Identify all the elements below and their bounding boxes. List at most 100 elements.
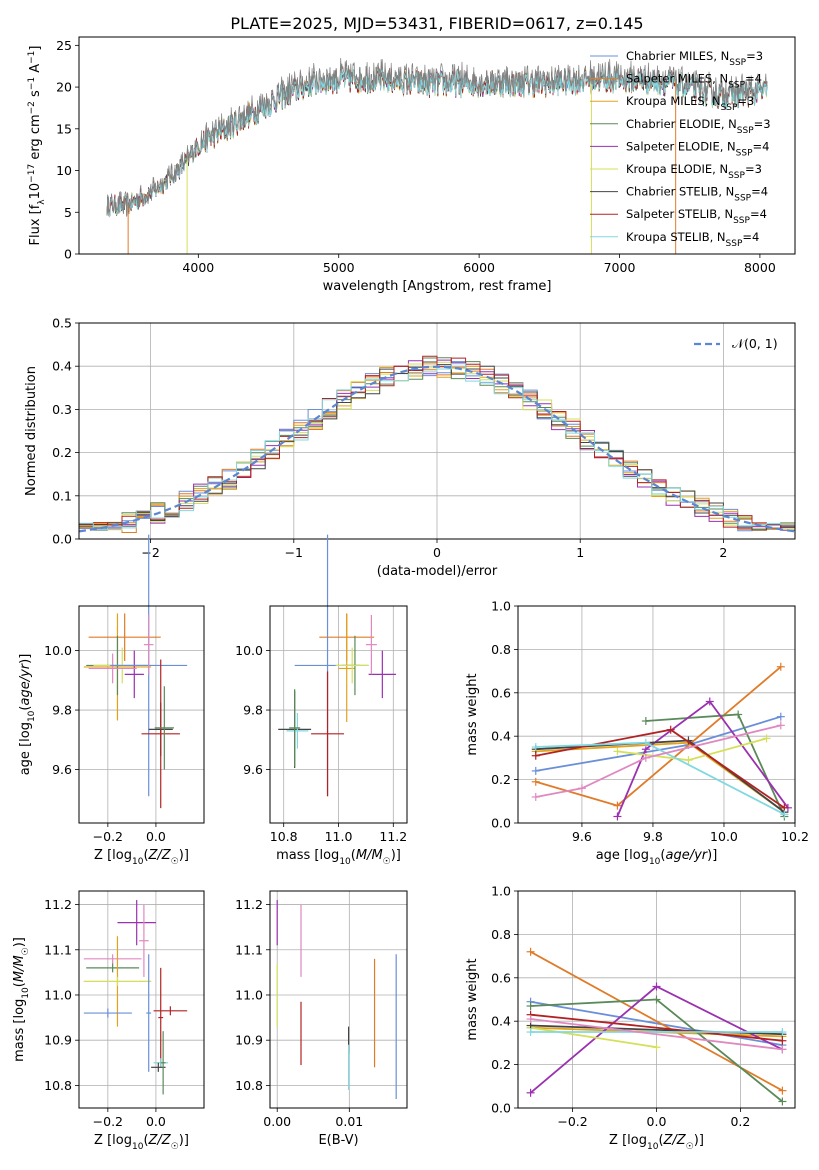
grid-lines [79,891,204,1108]
x-axis-label-part: )] [179,1133,189,1148]
y-tick-label: 0.8 [491,927,511,942]
x-tick-label: −0.2 [93,829,123,844]
legend-text: Salpeter STELIB, N [626,207,733,221]
legend-text: Chabrier MILES, N [626,49,729,63]
axes-frame [78,890,205,1109]
legend-suffix: =4 [753,139,770,153]
axes-frame [78,605,205,824]
x-axis-label-part: ( [660,848,665,863]
x-tick-label: 11.2 [379,829,407,844]
x-axis-label: age [log10(age/yr)] [596,848,718,867]
legend-subscript: SSP [736,148,753,158]
axes-frame [78,322,796,540]
figure-title: PLATE=2025, MJD=53431, FIBERID=0617, z=0… [230,14,643,33]
weight-line-chabrier-miles [530,1000,783,1046]
y-tick-label: 1.0 [491,599,511,614]
y-tick-label: 10.9 [44,1033,72,1048]
y-axis-label-part: 10 [28,183,43,200]
legend-text: Kroupa ELODIE, N [626,162,728,176]
y-axis-label-part: ☉ [21,947,31,955]
y-axis-label: Flux [fλ10−17 erg cm−2 s−1 A−1] [27,46,47,246]
legend-entry: Kroupa ELODIE, NSSP=3 [626,162,762,181]
x-tick-label: 10.0 [710,829,738,844]
x-axis-label-part: ( [143,848,148,863]
y-axis-label-part: A [28,64,43,77]
y-axis-label: mass [log10(M/M☉)] [12,937,31,1062]
histograms [79,355,795,533]
legend-suffix: =3 [746,49,763,63]
histogram-salpeter-stelib [79,355,795,529]
x-tick-label: −0.2 [93,1114,123,1129]
age-vs-mass-panel: 10.8 11.0 11.2 9.6 9.8 10.0 mass [log10(M/M☉)] [235,534,408,867]
y-tick-label: 10.9 [235,1033,263,1048]
axes-frame [517,890,796,1109]
legend-suffix: =4 [742,230,759,244]
x-axis-label-part: 10 [132,1142,144,1152]
x-axis-label-part: 10 [649,857,661,867]
x-tick-label: 0.0 [146,829,166,844]
x-tick-label: 0 [433,545,441,560]
y-tick-label: 15 [56,121,72,136]
legend-entry: Salpeter MILES, NSSP=4 [626,72,762,91]
legend-subscript: SSP [728,81,745,91]
y-tick-label: 10.8 [235,1078,263,1093]
legend-subscript: SSP [729,58,746,68]
y-axis-label-part: Normed distribution [24,366,39,496]
y-axis-label: mass weight [465,958,480,1040]
x-axis-label-part: Z [log [94,1133,132,1148]
x-axis-label: (data-model)/error [377,564,498,579]
x-axis-label-part: 10 [132,857,144,867]
y-tick-label: 10.0 [235,643,263,658]
y-tick-label: 5 [64,205,72,220]
x-tick-label: 7000 [604,260,636,275]
error-bars [276,900,397,1099]
x-tick-label: 8000 [744,260,776,275]
weight-lines [531,662,792,821]
y-axis-label: age [log10(age/yr)] [18,654,37,776]
x-axis-label-part: wavelength [Angstrom, rest frame] [323,279,552,294]
y-tick-label: 9.8 [243,703,263,718]
y-tick-label: 1.0 [491,884,511,899]
x-axis-label-part: mass [log [276,848,339,863]
x-tick-label: 6000 [463,260,495,275]
x-tick-label: 1 [576,545,584,560]
x-axis-label-part: 10 [339,857,351,867]
y-tick-label: 25 [56,38,72,53]
y-axis-label-part: )] [12,937,27,947]
y-tick-label: 9.6 [52,762,72,777]
legend-text: Kroupa MILES, N [626,94,721,108]
y-tick-label: 0.2 [491,772,511,787]
legend-subscript: SSP [733,216,750,226]
y-axis-label-part: −17 [27,164,37,183]
x-axis-label-part: ☉ [171,857,179,867]
x-tick-label: −0.2 [557,1114,587,1129]
y-tick-label: 10 [56,163,72,178]
x-axis-label: E(B-V) [318,1133,358,1148]
legend-subscript: SSP [728,171,745,181]
x-tick-label: 10.2 [781,829,809,844]
y-tick-label: 11.1 [44,942,72,957]
y-axis-label-part: ( [12,982,27,987]
y-axis-label: mass weight [465,673,480,755]
y-axis-label-part: ( [18,706,33,711]
legend-entry: Kroupa MILES, NSSP=3 [626,94,754,113]
observed-spectrum [106,57,768,217]
x-axis-label: wavelength [Angstrom, rest frame] [323,279,552,294]
weight-line-salpeter-stelib [530,1013,783,1042]
spectrum-lines [106,57,768,254]
y-axis-label-part: erg cm [28,114,43,163]
y-tick-label: 11.0 [235,987,263,1002]
y-tick-label: 11.0 [44,987,72,1002]
x-axis-label-part: Z/Z [148,848,172,863]
y-axis-label-part: mass weight [465,673,480,755]
weight-line-pink [535,724,782,798]
x-tick-label: 0.01 [335,1114,363,1129]
y-axis-label-part: )] [18,654,33,664]
weight-line-kroupa-elodie [530,1026,657,1049]
y-tick-label: 0.0 [491,816,511,831]
y-tick-label: 10.0 [44,643,72,658]
x-tick-label: 9.8 [643,829,663,844]
y-axis-label-part: λ [37,199,47,205]
y-tick-label: 10.8 [44,1078,72,1093]
